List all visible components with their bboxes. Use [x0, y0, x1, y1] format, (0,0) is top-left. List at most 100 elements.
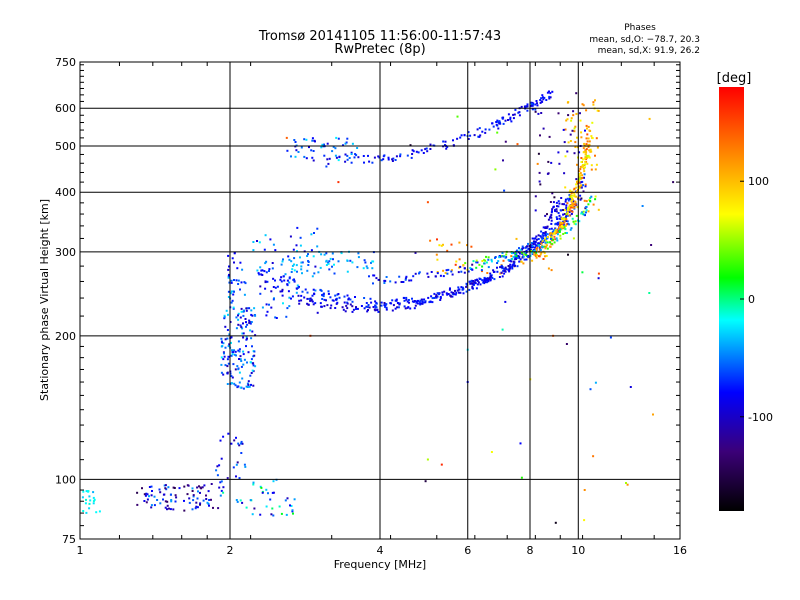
data-point: [579, 185, 582, 188]
data-point: [220, 480, 223, 483]
data-point: [559, 209, 562, 212]
data-point: [498, 256, 501, 259]
data-point: [281, 294, 284, 297]
data-point: [351, 142, 354, 145]
data-point: [548, 228, 551, 231]
data-point: [306, 302, 309, 305]
data-point: [178, 487, 181, 490]
data-point: [583, 176, 585, 179]
data-point: [550, 161, 553, 164]
data-point: [238, 477, 241, 480]
data-point: [219, 481, 222, 484]
data-point: [312, 288, 315, 291]
data-point: [488, 128, 491, 131]
data-point: [426, 458, 429, 461]
data-point: [587, 137, 590, 140]
data-point: [410, 156, 413, 159]
data-point: [271, 262, 274, 264]
data-point: [427, 296, 430, 299]
data-point: [371, 267, 374, 270]
data-point: [88, 502, 91, 505]
data-point: [579, 184, 582, 187]
data-point: [518, 255, 521, 258]
data-point: [496, 270, 499, 273]
data-point: [252, 364, 255, 367]
data-point: [237, 312, 240, 315]
data-point: [534, 255, 537, 257]
data-point: [585, 124, 588, 127]
data-point: [227, 290, 230, 293]
data-point: [219, 494, 222, 497]
data-point: [446, 145, 449, 148]
data-point: [286, 497, 289, 500]
data-point: [170, 493, 172, 496]
data-point: [174, 494, 177, 497]
data-point: [136, 503, 139, 506]
data-point: [555, 230, 558, 233]
data-point: [509, 267, 511, 270]
data-point: [303, 155, 306, 158]
data-point: [583, 142, 586, 145]
data-point: [327, 292, 330, 295]
data-point: [569, 189, 572, 192]
data-point: [564, 232, 567, 234]
data-point: [584, 206, 587, 209]
data-point: [586, 133, 589, 136]
data-point: [308, 297, 311, 300]
data-point: [253, 350, 256, 353]
data-point: [291, 509, 294, 512]
data-point: [496, 119, 499, 122]
data-point: [533, 237, 536, 240]
data-point: [546, 244, 548, 247]
data-point: [276, 285, 279, 288]
data-point: [512, 255, 515, 258]
data-point: [319, 266, 322, 269]
data-point: [278, 505, 281, 508]
data-point: [289, 235, 292, 238]
data-point: [524, 246, 527, 249]
data-point: [543, 252, 546, 254]
data-point: [308, 146, 310, 149]
data-point: [544, 231, 547, 234]
data-point: [352, 308, 355, 311]
data-point: [571, 198, 574, 201]
data-point: [461, 286, 464, 289]
data-point: [156, 499, 159, 501]
data-point: [208, 499, 211, 501]
data-point: [568, 214, 571, 217]
data-point: [232, 466, 235, 469]
data-point: [205, 494, 207, 497]
data-point: [518, 256, 521, 259]
data-point: [549, 241, 552, 244]
data-point: [436, 292, 439, 295]
data-point: [227, 276, 230, 279]
data-point: [567, 199, 570, 202]
data-point: [545, 234, 547, 237]
data-point: [562, 223, 565, 226]
data-point: [463, 267, 466, 270]
data-point: [445, 147, 448, 150]
data-point: [455, 291, 458, 294]
data-point: [584, 166, 586, 169]
data-point: [520, 260, 523, 263]
grid: [80, 62, 680, 539]
data-point: [222, 373, 225, 376]
data-point: [490, 451, 493, 453]
data-point: [403, 299, 406, 302]
data-point: [227, 268, 230, 271]
data-point: [583, 170, 586, 173]
data-point: [252, 384, 255, 387]
data-point: [530, 242, 533, 244]
data-point: [587, 203, 590, 206]
data-point: [183, 485, 186, 488]
data-point: [545, 240, 548, 242]
data-point: [549, 92, 552, 95]
data-point: [561, 203, 564, 206]
data-point: [475, 259, 478, 262]
data-point: [539, 253, 542, 256]
data-point: [373, 274, 376, 277]
data-point: [430, 295, 433, 298]
data-point: [82, 490, 85, 493]
data-point: [243, 463, 246, 466]
data-point: [488, 276, 491, 279]
